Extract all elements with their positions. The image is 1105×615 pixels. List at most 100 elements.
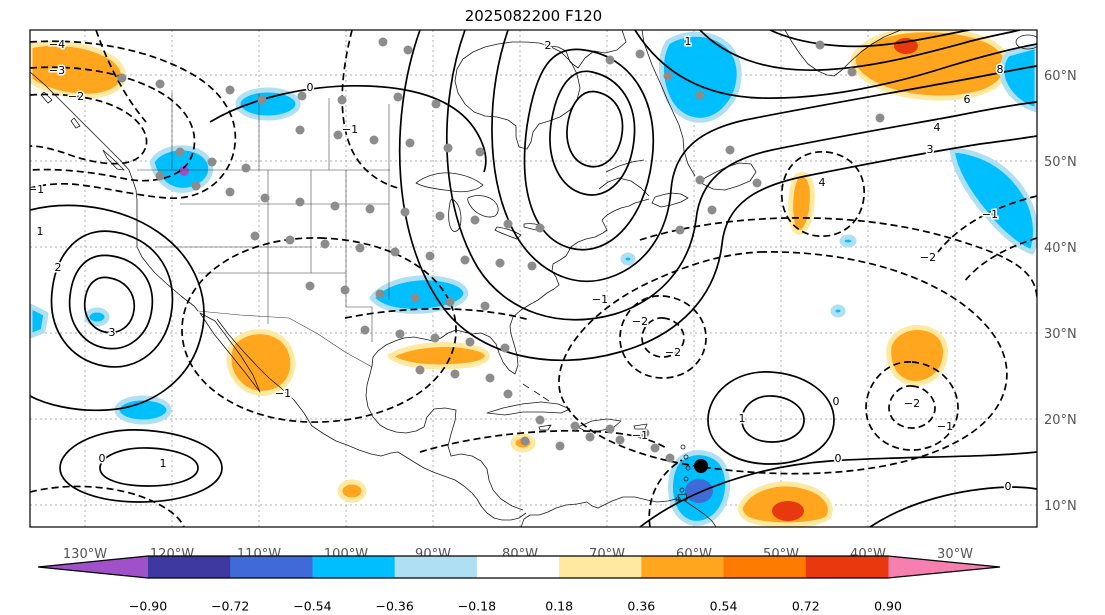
- contour-lines-negative-shape: [937, 195, 1037, 253]
- contour-label: 6: [964, 93, 971, 106]
- contour-label: −1: [937, 420, 953, 433]
- contour-lines-positive-shape: [707, 371, 835, 465]
- colorbar-tick-label: −0.18: [458, 599, 496, 614]
- station-dot: [443, 143, 453, 153]
- colorbar: −0.90 −0.72 −0.54 −0.36 −0.18 0.18 0.36 0.54 0.7…: [37, 555, 1001, 614]
- colorbar-tick-label: −0.54: [293, 599, 331, 614]
- station-dot: [403, 45, 413, 55]
- contour-lines-negative-shape: [781, 151, 865, 237]
- station-dot: [435, 211, 445, 221]
- contour-label: 1: [739, 412, 746, 425]
- contour-lines-positive-shape: [99, 447, 199, 487]
- negative-anomaly-patch: [839, 234, 857, 248]
- station-dot: [330, 201, 340, 211]
- contour-label: 3: [927, 143, 934, 156]
- station-dot: [707, 205, 717, 215]
- station-dot: [752, 178, 762, 188]
- highlight-dot: [694, 459, 708, 473]
- y-tick-label: 20°N: [1044, 413, 1077, 428]
- station-dot: [665, 453, 675, 463]
- colorbar-outline: [37, 555, 1001, 579]
- contour-lines-positive-shape: [445, 30, 1037, 321]
- contour-label: 1: [685, 35, 692, 48]
- contour-lines-negative-shape: [30, 40, 237, 199]
- contour-lines-negative-shape: [648, 459, 683, 527]
- contour-label: −2: [904, 397, 920, 410]
- colorbar-segment: [559, 556, 642, 578]
- station-dot: [495, 258, 505, 268]
- station-dot: [369, 135, 379, 145]
- contour-lines-positive-shape: [30, 204, 205, 412]
- station-dot: [465, 337, 475, 347]
- plot-frame: [29, 29, 1038, 528]
- station-dot: [410, 293, 420, 303]
- station-dot: [295, 197, 305, 207]
- coastlines-shape: [641, 30, 696, 177]
- station-dot: [460, 255, 470, 265]
- station-dot: [285, 235, 295, 245]
- station-dot: [257, 95, 267, 105]
- negative-anomaly-patch: [658, 31, 742, 123]
- coastlines-shape: [1015, 34, 1037, 50]
- station-dot: [337, 95, 347, 105]
- contour-label: −1: [982, 208, 998, 221]
- coastlines-shape: [548, 30, 627, 69]
- contour-lines-negative-shape: [865, 361, 959, 451]
- station-dot: [485, 373, 495, 383]
- contour-label: −4: [49, 38, 65, 51]
- contour-label: −1: [275, 387, 291, 400]
- contour-lines-positive-shape: [741, 395, 805, 443]
- contour-label: −1: [632, 429, 648, 442]
- station-dot: [650, 443, 660, 453]
- station-dot: [390, 247, 400, 257]
- contour-label: 0: [835, 452, 842, 465]
- political-borders: [137, 92, 390, 368]
- contour-lines-negative-shape: [963, 237, 1037, 283]
- station-dot: [415, 365, 425, 375]
- coastlines-shape: [700, 162, 757, 191]
- coastlines-shape: [494, 226, 522, 240]
- station-dot: [640, 428, 650, 438]
- contour-label: −1: [342, 123, 358, 136]
- contour-label: 3: [109, 326, 116, 339]
- coastlines-shape: [784, 30, 902, 77]
- station-dot: [400, 207, 410, 217]
- political-borders-shape: [197, 310, 373, 368]
- contour-lines-negative-shape: [344, 308, 531, 321]
- x-tick-label: 30°W: [937, 547, 973, 562]
- station-dot: [663, 71, 673, 81]
- coastlines-shape: [677, 493, 688, 502]
- contour-lines-positive-shape: [769, 30, 971, 48]
- positive-anomaly-patch: [788, 172, 815, 235]
- coastlines-shape: [415, 172, 484, 193]
- station-dot: [297, 91, 307, 101]
- contour-label: −2: [920, 251, 936, 264]
- contour-lines-negative-shape: [419, 429, 669, 453]
- coastlines-shape: [486, 401, 571, 416]
- contour-lines-negative-shape: [341, 30, 399, 189]
- plot-title: 2025082200 F120: [464, 7, 603, 25]
- contour-label: −2: [632, 315, 648, 328]
- contour-lines-negative-shape: [30, 485, 185, 527]
- coastlines-shape: [448, 198, 462, 232]
- contour-lines-positive-shape: [491, 30, 1037, 283]
- coastlines-shape: [520, 496, 717, 527]
- station-dot: [305, 281, 315, 291]
- strong-negative-core: [685, 479, 713, 503]
- negative-anomaly-patch: [620, 252, 636, 266]
- colorbar-extend-left: [38, 556, 148, 578]
- contour-lines-negative-shape: [641, 317, 685, 358]
- coastlines-shape: [598, 177, 650, 197]
- station-dot: [225, 85, 235, 95]
- contour-lines-positive-shape: [50, 230, 174, 368]
- station-dot: [365, 204, 375, 214]
- coastlines-shape: [102, 149, 125, 171]
- station-dot: [445, 297, 455, 307]
- contour-label: 0: [307, 81, 314, 94]
- station-dot: [375, 289, 385, 299]
- station-dot: [875, 113, 885, 123]
- coastlines-shape: [454, 41, 581, 150]
- station-dot: [250, 231, 260, 241]
- station-dot: [475, 147, 485, 157]
